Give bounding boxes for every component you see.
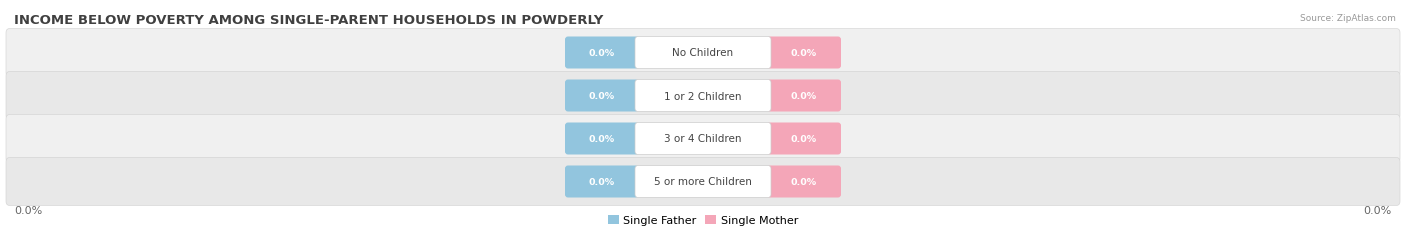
FancyBboxPatch shape <box>636 80 770 112</box>
Text: 0.0%: 0.0% <box>589 177 614 186</box>
FancyBboxPatch shape <box>6 158 1400 206</box>
Text: 0.0%: 0.0% <box>792 92 817 100</box>
Text: 1 or 2 Children: 1 or 2 Children <box>664 91 742 101</box>
FancyBboxPatch shape <box>565 80 638 112</box>
Text: 3 or 4 Children: 3 or 4 Children <box>664 134 742 144</box>
FancyBboxPatch shape <box>6 29 1400 77</box>
Text: 0.0%: 0.0% <box>589 134 614 143</box>
FancyBboxPatch shape <box>768 80 841 112</box>
Text: 0.0%: 0.0% <box>1364 205 1392 215</box>
Text: 0.0%: 0.0% <box>792 134 817 143</box>
FancyBboxPatch shape <box>636 123 770 155</box>
FancyBboxPatch shape <box>636 166 770 198</box>
FancyBboxPatch shape <box>565 37 638 69</box>
FancyBboxPatch shape <box>768 166 841 198</box>
FancyBboxPatch shape <box>636 37 770 69</box>
Text: 0.0%: 0.0% <box>589 92 614 100</box>
FancyBboxPatch shape <box>565 166 638 198</box>
FancyBboxPatch shape <box>768 37 841 69</box>
Text: INCOME BELOW POVERTY AMONG SINGLE-PARENT HOUSEHOLDS IN POWDERLY: INCOME BELOW POVERTY AMONG SINGLE-PARENT… <box>14 14 603 27</box>
FancyBboxPatch shape <box>6 72 1400 120</box>
Text: 0.0%: 0.0% <box>792 177 817 186</box>
FancyBboxPatch shape <box>6 115 1400 163</box>
Text: 0.0%: 0.0% <box>589 49 614 58</box>
Text: 5 or more Children: 5 or more Children <box>654 177 752 187</box>
Text: 0.0%: 0.0% <box>792 49 817 58</box>
FancyBboxPatch shape <box>768 123 841 155</box>
Text: Source: ZipAtlas.com: Source: ZipAtlas.com <box>1301 14 1396 23</box>
Legend: Single Father, Single Mother: Single Father, Single Mother <box>607 215 799 225</box>
Text: 0.0%: 0.0% <box>14 205 42 215</box>
FancyBboxPatch shape <box>565 123 638 155</box>
Text: No Children: No Children <box>672 48 734 58</box>
